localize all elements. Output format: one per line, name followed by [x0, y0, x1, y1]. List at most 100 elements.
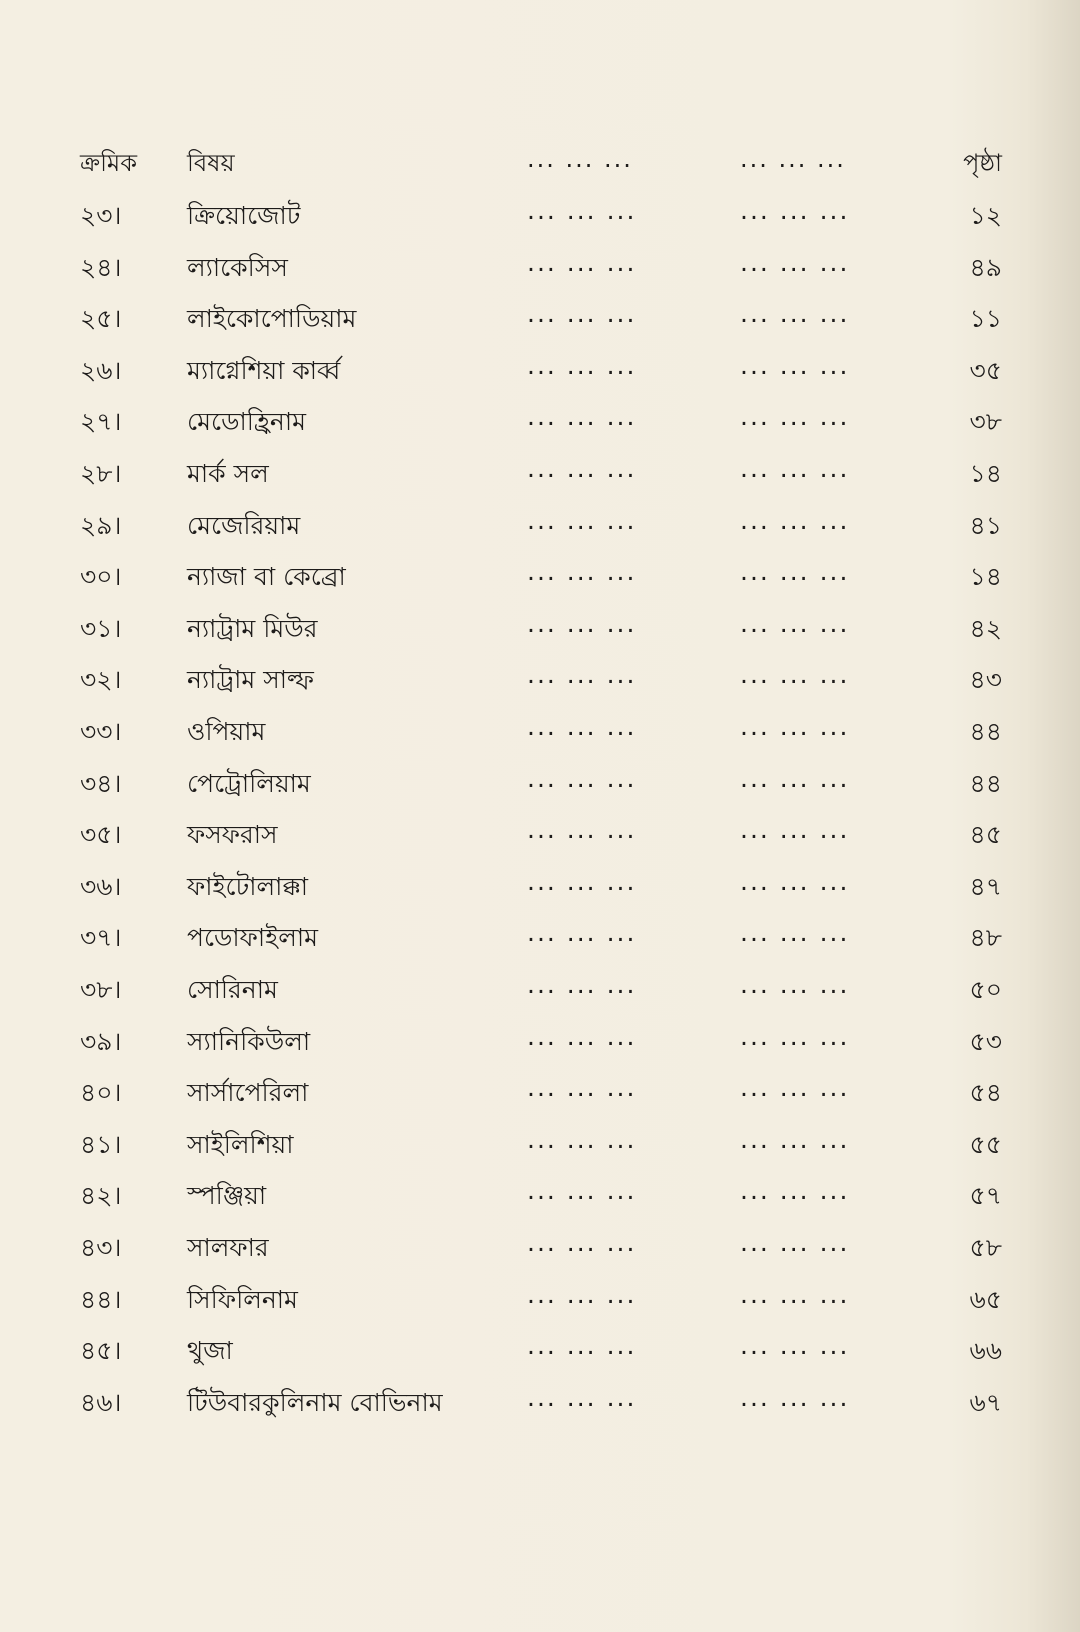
- leader-dots: ... ... ...: [527, 608, 637, 638]
- leader-dots: ... ... ...: [740, 1124, 850, 1154]
- entry-page: ৪৮: [969, 923, 1002, 953]
- entry-page: ৩৮: [969, 407, 1002, 437]
- entry-serial: ২৬।: [80, 355, 122, 385]
- entry-serial: ৩৮।: [80, 975, 122, 1004]
- entry-name: স্পঞ্জিয়া: [187, 1181, 267, 1211]
- entry-page: ৪৭: [969, 871, 1002, 901]
- entry-page: ৪১: [969, 510, 1002, 540]
- contents-entry: ৩৫। ফসফরাস ... ... ... ... ... ... ৪৫: [0, 815, 1080, 865]
- entry-name: মেজেরিয়াম: [187, 510, 301, 540]
- contents-entry: ২৬। ম্যাগ্নেশিয়া কার্ব্ব ... ... ... ... .…: [0, 351, 1080, 401]
- entry-name: মার্ক সল: [187, 459, 269, 488]
- leader-dots: ... ... ...: [527, 970, 637, 999]
- leader-dots: ... ... ...: [740, 247, 850, 277]
- contents-entry: ৪১। সাইলিশিয়া ... ... ... ... ... ... ৫৫: [0, 1125, 1080, 1175]
- leader-dots: ... ... ...: [740, 145, 846, 173]
- contents-entry: ৩২। ন্যাট্রাম সাল্ফ ... ... ... ... ... ...…: [0, 660, 1080, 710]
- entry-name: ম্যাগ্নেশিয়া কার্ব্ব: [187, 355, 341, 385]
- page-column-header: পৃষ্ঠা: [963, 149, 1002, 177]
- entry-serial: ৩৪।: [80, 768, 122, 798]
- entry-serial: ২৭।: [80, 407, 122, 437]
- entry-name: সার্সাপেরিলা: [187, 1078, 309, 1108]
- entry-serial: ৩০।: [80, 562, 122, 592]
- entry-name: লাইকোপোডিয়াম: [187, 304, 357, 334]
- leader-dots: ... ... ...: [527, 918, 637, 948]
- entry-page: ৬৭: [969, 1387, 1002, 1417]
- leader-dots: ... ... ...: [740, 1279, 850, 1309]
- contents-entry: ৪২। স্পঞ্জিয়া ... ... ... ... ... ... ৫৭: [0, 1176, 1080, 1226]
- leader-dots: ... ... ...: [527, 1382, 637, 1412]
- entry-name: পডোফাইলাম: [187, 923, 318, 953]
- entry-name: ফাইটোলাক্কা: [187, 871, 308, 901]
- leader-dots: ... ... ...: [527, 196, 637, 225]
- entry-name: পেট্রোলিয়াম: [187, 768, 311, 798]
- contents-entry: ২৪। ল্যাকেসিস ... ... ... ... ... ... ৪৯: [0, 248, 1080, 298]
- entry-name: স্যানিকিউলা: [187, 1026, 311, 1056]
- serial-column-header: ক্রমিক: [80, 149, 138, 177]
- entry-name: সাইলিশিয়া: [187, 1129, 294, 1159]
- entry-page: ৫০: [969, 975, 1002, 1004]
- entry-serial: ২৪।: [80, 252, 122, 282]
- entry-name: টিউবারকুলিনাম বোভিনাম: [187, 1387, 443, 1417]
- leader-dots: ... ... ...: [740, 1073, 850, 1103]
- entry-name: সিফিলিনাম: [187, 1284, 298, 1314]
- leader-dots: ... ... ...: [527, 660, 637, 690]
- entry-page: ৫৩: [969, 1026, 1002, 1056]
- entry-serial: ৪৬।: [80, 1387, 122, 1417]
- contents-entry: ৩০। ন্যাজা বা কেব্রো ... ... ... ... ... ..…: [0, 557, 1080, 607]
- subject-column-header: বিষয়: [187, 149, 235, 177]
- leader-dots: ... ... ...: [527, 712, 637, 741]
- entry-serial: ২৯।: [80, 510, 122, 540]
- leader-dots: ... ... ...: [527, 454, 637, 483]
- leader-dots: ... ... ...: [740, 608, 850, 638]
- contents-entry: ৩৬। ফাইটোলাক্কা ... ... ... ... ... ... ৪৭: [0, 867, 1080, 917]
- leader-dots: ... ... ...: [740, 196, 850, 225]
- leader-dots: ... ... ...: [740, 866, 850, 896]
- entry-serial: ৪২।: [80, 1181, 122, 1211]
- entry-serial: ৩৫।: [80, 820, 122, 850]
- entry-name: ফসফরাস: [187, 820, 278, 850]
- leader-dots: ... ... ...: [740, 918, 850, 948]
- leader-dots: ... ... ...: [740, 505, 850, 535]
- entry-serial: ২৫।: [80, 304, 122, 334]
- entry-page: ৬৬: [969, 1336, 1002, 1366]
- leader-dots: ... ... ...: [527, 763, 637, 793]
- leader-dots: ... ... ...: [740, 1228, 850, 1257]
- entry-page: ১৪: [969, 562, 1002, 592]
- leader-dots: ... ... ...: [740, 1331, 850, 1361]
- entry-serial: ৪০।: [80, 1078, 122, 1108]
- leader-dots: ... ... ...: [740, 299, 850, 329]
- contents-entry: ৪০। সার্সাপেরিলা ... ... ... ... ... ... ৫৪: [0, 1073, 1080, 1123]
- entry-serial: ৩৬।: [80, 871, 122, 901]
- leader-dots: ... ... ...: [527, 247, 637, 277]
- leader-dots: ... ... ...: [527, 866, 637, 896]
- entry-page: ১৪: [969, 459, 1002, 488]
- contents-entry: ২৯। মেজেরিয়াম ... ... ... ... ... ... ৪১: [0, 506, 1080, 556]
- contents-entry: ৩৯। স্যানিকিউলা ... ... ... ... ... ... ৫৩: [0, 1022, 1080, 1072]
- contents-header: ক্রমিক বিষয় ... ... ... ... ... ... পৃষ…: [0, 145, 1080, 195]
- leader-dots: ... ... ...: [527, 145, 633, 173]
- entry-name: ক্রিয়োজোট: [187, 201, 301, 230]
- entry-serial: ৩১।: [80, 613, 122, 643]
- entry-serial: ৪৪।: [80, 1284, 122, 1314]
- contents-entry: ৩৪। পেট্রোলিয়াম ... ... ... ... ... ... ৪৪: [0, 764, 1080, 814]
- contents-entry: ৩১। ন্যাট্রাম মিউর ... ... ... ... ... ... ৪…: [0, 609, 1080, 659]
- contents-entry: ৪৬। টিউবারকুলিনাম বোভিনাম ... ... ... ... .…: [0, 1383, 1080, 1433]
- contents-entry: ২৭। মেডোহ্রিনাম ... ... ... ... ... ... ৩৮: [0, 402, 1080, 452]
- leader-dots: ... ... ...: [527, 402, 637, 432]
- entry-serial: ২৩।: [80, 201, 122, 230]
- leader-dots: ... ... ...: [527, 1279, 637, 1309]
- leader-dots: ... ... ...: [740, 1382, 850, 1412]
- contents-entry: ২৫। লাইকোপোডিয়াম ... ... ... ... ... ... ১১: [0, 299, 1080, 349]
- entry-name: ল্যাকেসিস: [187, 252, 288, 282]
- entry-page: ১২: [969, 201, 1002, 230]
- leader-dots: ... ... ...: [740, 1021, 850, 1051]
- entry-page: ১১: [969, 304, 1002, 334]
- entry-page: ৪৪: [969, 717, 1002, 746]
- entry-page: ৪২: [969, 613, 1002, 643]
- entry-page: ৫৪: [969, 1078, 1002, 1108]
- contents-entry: ৪৪। সিফিলিনাম ... ... ... ... ... ... ৬৫: [0, 1280, 1080, 1330]
- contents-entry: ২৮। মার্ক সল ... ... ... ... ... ... ১৪: [0, 454, 1080, 504]
- leader-dots: ... ... ...: [527, 557, 637, 587]
- leader-dots: ... ... ...: [527, 505, 637, 535]
